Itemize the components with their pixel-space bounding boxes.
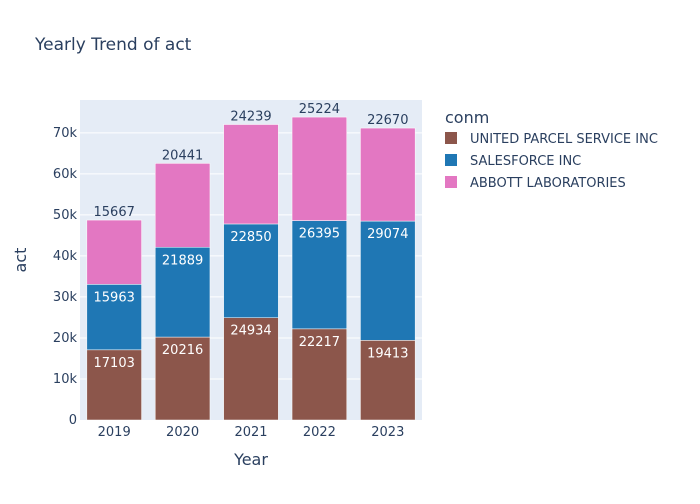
bar-value-label: 20441 bbox=[162, 148, 203, 163]
y-tick-label: 10k bbox=[53, 372, 78, 387]
y-tick-label: 30k bbox=[53, 290, 78, 305]
y-tick-label: 40k bbox=[53, 249, 78, 264]
x-tick-label: 2022 bbox=[303, 425, 336, 440]
x-axis-ticks: 2019 2020 2021 2022 2023 bbox=[98, 425, 405, 440]
legend-label: SALESFORCE INC bbox=[470, 154, 581, 169]
bar-segment[interactable] bbox=[223, 317, 279, 421]
bar-value-label: 19413 bbox=[367, 346, 408, 361]
x-tick-label: 2023 bbox=[371, 425, 404, 440]
bar-value-label: 24239 bbox=[230, 110, 271, 125]
data-labels: 17103 15963 15667 20216 21889 20441 24934 22850… bbox=[94, 102, 409, 371]
bar-segment[interactable] bbox=[154, 163, 211, 248]
bar-value-label: 17103 bbox=[94, 356, 135, 371]
x-tick-label: 2021 bbox=[234, 425, 267, 440]
chart-title: Yearly Trend of act bbox=[34, 35, 192, 55]
x-tick-label: 2019 bbox=[98, 425, 131, 440]
bar-segment[interactable] bbox=[86, 284, 142, 351]
legend[interactable]: conm UNITED PARCEL SERVICE INC SALESFORCE… bbox=[445, 108, 658, 191]
bar-segment[interactable] bbox=[223, 124, 279, 225]
bar-value-label: 25224 bbox=[299, 102, 340, 117]
legend-item[interactable]: UNITED PARCEL SERVICE INC bbox=[445, 132, 658, 147]
bar-segment[interactable] bbox=[154, 336, 211, 421]
y-tick-label: 0 bbox=[69, 413, 77, 428]
bar-value-label: 21889 bbox=[162, 253, 203, 268]
bar-segment[interactable] bbox=[223, 223, 279, 318]
y-tick-label: 60k bbox=[53, 167, 78, 182]
bar-segment[interactable] bbox=[291, 328, 348, 421]
y-axis-title: act bbox=[11, 248, 30, 273]
legend-swatch bbox=[445, 132, 457, 144]
x-axis-title: Year bbox=[233, 450, 268, 469]
y-tick-label: 70k bbox=[53, 126, 78, 141]
legend-label: UNITED PARCEL SERVICE INC bbox=[470, 132, 658, 147]
bar-segment[interactable] bbox=[86, 219, 142, 285]
x-tick-label: 2020 bbox=[166, 425, 199, 440]
bar-value-label: 29074 bbox=[367, 227, 408, 242]
bar-segment[interactable] bbox=[360, 340, 416, 421]
legend-item[interactable]: ABBOTT LABORATORIES bbox=[445, 176, 626, 191]
bar-value-label: 15667 bbox=[94, 205, 135, 220]
bar-value-label: 22670 bbox=[367, 113, 408, 128]
bar-value-label: 22850 bbox=[230, 230, 271, 245]
bar-value-label: 24934 bbox=[230, 324, 271, 339]
bar-segment[interactable] bbox=[291, 220, 348, 330]
bar-value-label: 22217 bbox=[299, 335, 340, 350]
bar-segment[interactable] bbox=[291, 116, 348, 221]
y-axis-ticks: 0 10k 20k 30k 40k 50k 60k 70k bbox=[53, 126, 78, 428]
legend-item[interactable]: SALESFORCE INC bbox=[445, 154, 581, 169]
bar-value-label: 15963 bbox=[94, 290, 135, 305]
bar-value-label: 20216 bbox=[162, 343, 203, 358]
bars[interactable] bbox=[86, 116, 416, 421]
legend-swatch bbox=[445, 154, 457, 166]
legend-title: conm bbox=[445, 108, 489, 127]
legend-label: ABBOTT LABORATORIES bbox=[470, 176, 626, 191]
bar-segment[interactable] bbox=[154, 247, 211, 338]
y-tick-label: 20k bbox=[53, 331, 78, 346]
y-tick-label: 50k bbox=[53, 208, 78, 223]
legend-swatch bbox=[445, 176, 457, 188]
bar-value-label: 26395 bbox=[299, 227, 340, 242]
bar-segment[interactable] bbox=[360, 127, 416, 222]
